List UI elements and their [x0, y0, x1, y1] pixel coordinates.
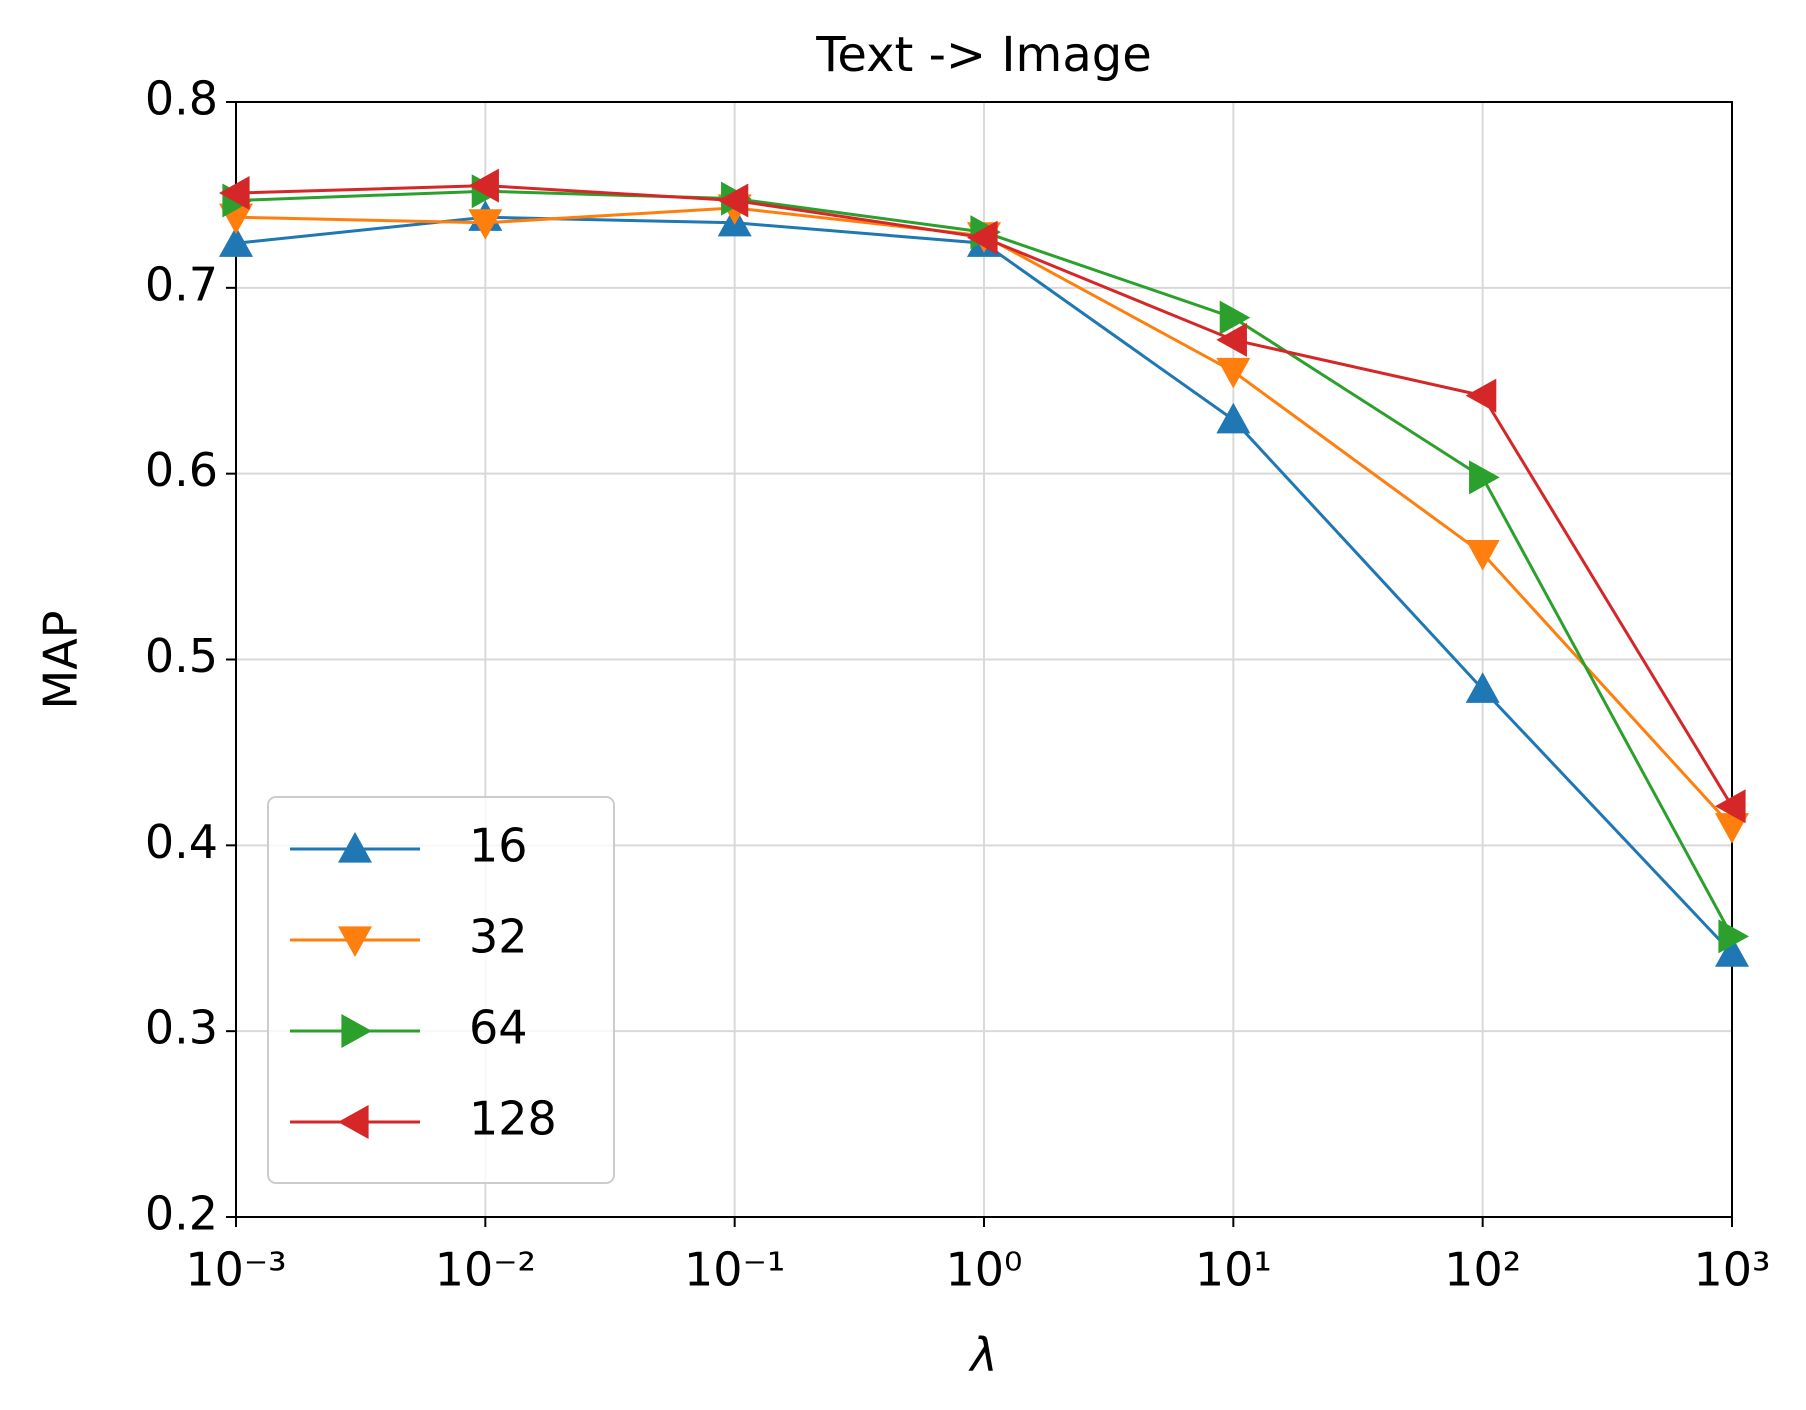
data-marker — [1216, 322, 1247, 357]
legend-label: 16 — [469, 819, 528, 873]
y-tick-label: 0.6 — [145, 443, 218, 497]
data-marker — [717, 183, 749, 218]
y-tick-label: 0.8 — [145, 72, 218, 126]
data-marker — [1219, 300, 1251, 335]
legend-label: 32 — [469, 910, 528, 964]
legend: 16 32 64 128 — [267, 796, 615, 1184]
x-tick-label: 10² — [1444, 1243, 1521, 1297]
data-marker — [1465, 672, 1500, 703]
y-tick-label: 0.3 — [145, 1001, 218, 1055]
x-axis-label: λ — [967, 1328, 997, 1382]
y-tick-label: 0.5 — [145, 629, 218, 683]
x-tick-label: 10⁻¹ — [684, 1243, 785, 1297]
data-marker — [1465, 539, 1500, 571]
legend-label: 128 — [469, 1092, 557, 1146]
legend-marker — [338, 832, 372, 863]
data-marker — [967, 220, 998, 255]
x-tick-label: 10⁻² — [435, 1243, 536, 1297]
data-marker — [219, 176, 250, 211]
chart-title: Text -> Image — [815, 27, 1151, 83]
data-marker — [1216, 402, 1251, 434]
data-marker — [1715, 789, 1746, 824]
data-marker — [1715, 936, 1749, 967]
legend-marker — [341, 1014, 372, 1048]
data-marker — [1216, 357, 1251, 389]
data-marker — [1469, 460, 1500, 495]
y-tick-label: 0.2 — [145, 1187, 218, 1241]
y-tick-label: 0.7 — [145, 257, 218, 311]
y-axis-label: MAP — [34, 611, 88, 710]
data-marker — [468, 168, 499, 203]
legend-marker — [338, 926, 372, 957]
x-tick-label: 10¹ — [1195, 1243, 1272, 1297]
legend-box — [267, 796, 615, 1184]
x-tick-label: 10⁻³ — [185, 1243, 286, 1297]
plot-frame — [235, 101, 1733, 1218]
legend-label: 64 — [469, 1001, 528, 1055]
x-tick-label: 10⁰ — [946, 1243, 1023, 1297]
data-marker — [1715, 813, 1749, 844]
legend-marker — [338, 1105, 369, 1139]
data-marker — [1718, 919, 1749, 954]
data-marker — [468, 209, 503, 240]
data-marker — [1465, 378, 1497, 413]
data-marker — [219, 226, 253, 257]
y-tick-label: 0.4 — [145, 815, 218, 869]
x-tick-label: 10³ — [1694, 1243, 1771, 1297]
